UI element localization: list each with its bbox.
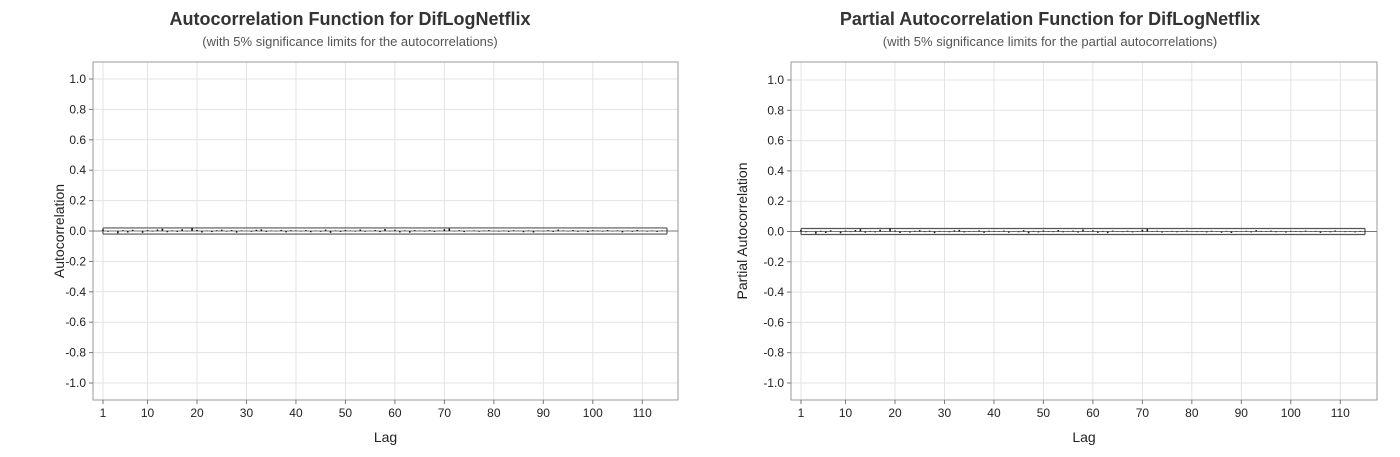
y-tick-label: 0.4 (767, 164, 784, 178)
chart-subtitle: (with 5% significance limits for the par… (882, 34, 1218, 49)
y-axis-label: Partial Autocorrelation (734, 163, 750, 300)
y-tick-label: -1.0 (763, 376, 784, 390)
y-tick-label: -0.6 (65, 315, 86, 329)
x-tick-label: 90 (1235, 406, 1249, 420)
y-tick-label: -0.2 (763, 255, 784, 269)
x-tick-label: 110 (1331, 406, 1350, 420)
x-tick-label: 100 (583, 406, 603, 420)
x-tick-label: 100 (1281, 406, 1301, 420)
x-axis-label: Lag (374, 429, 397, 445)
y-tick-label: -0.4 (763, 285, 784, 299)
x-tick-label: 10 (141, 406, 155, 420)
x-tick-label: 50 (339, 406, 353, 420)
pacf-plot: 1.00.80.60.40.20.0-0.2-0.4-0.6-0.8-1.01 1… (734, 61, 1378, 445)
y-tick-label: -0.8 (763, 346, 784, 360)
x-tick-label: 40 (987, 406, 1001, 420)
acf-chart-panel: Autocorrelation Function for DifLogNetfl… (51, 9, 679, 445)
y-tick-label: -0.8 (65, 346, 86, 360)
y-tick-label: -0.4 (65, 285, 86, 299)
x-tick-label: 110 (633, 406, 652, 420)
y-tick-label: 1.0 (69, 72, 86, 86)
y-tick-label: 0.6 (69, 133, 86, 147)
y-tick-label: 0.4 (69, 163, 86, 177)
x-tick-label: 20 (190, 406, 204, 420)
y-tick-label: 0.8 (69, 102, 86, 116)
y-axis-label: Autocorrelation (51, 184, 67, 278)
pacf-chart-panel: Partial Autocorrelation Function for Dif… (700, 0, 1400, 457)
x-tick-label: 1 (798, 406, 805, 420)
y-tick-label: -0.6 (763, 315, 784, 329)
x-tick-label: 80 (1185, 406, 1199, 420)
x-tick-label: 70 (438, 406, 452, 420)
y-tick-label: 0.8 (767, 103, 784, 117)
y-tick-label: 0.0 (767, 225, 784, 239)
x-tick-label: 70 (1136, 406, 1150, 420)
y-tick-label: -0.2 (65, 254, 86, 268)
x-tick-label: 20 (888, 406, 902, 420)
x-axis-label: Lag (1072, 429, 1095, 445)
chart-title: Partial Autocorrelation Function for Dif… (839, 9, 1261, 29)
y-tick-label: 0.6 (767, 134, 784, 148)
y-tick-label: -1.0 (65, 376, 86, 390)
x-tick-label: 50 (1037, 406, 1051, 420)
x-tick-label: 1 (100, 406, 107, 420)
y-tick-label: 0.2 (767, 194, 784, 208)
x-tick-label: 10 (839, 406, 853, 420)
chart-title: Autocorrelation Function for DifLogNetfl… (169, 9, 531, 29)
x-tick-label: 30 (938, 406, 952, 420)
x-tick-label: 80 (487, 406, 501, 420)
chart-subtitle: (with 5% significance limits for the aut… (202, 34, 498, 49)
acf-plot: 1.00.80.60.40.20.0-0.2-0.4-0.6-0.8-1.01 1… (51, 61, 679, 445)
x-tick-label: 40 (289, 406, 303, 420)
x-tick-label: 90 (537, 406, 551, 420)
x-tick-label: 60 (388, 406, 402, 420)
y-tick-label: 1.0 (767, 73, 784, 87)
x-tick-label: 60 (1086, 406, 1100, 420)
x-tick-label: 30 (240, 406, 254, 420)
y-tick-label: 0.0 (69, 224, 86, 238)
y-tick-label: 0.2 (69, 194, 86, 208)
